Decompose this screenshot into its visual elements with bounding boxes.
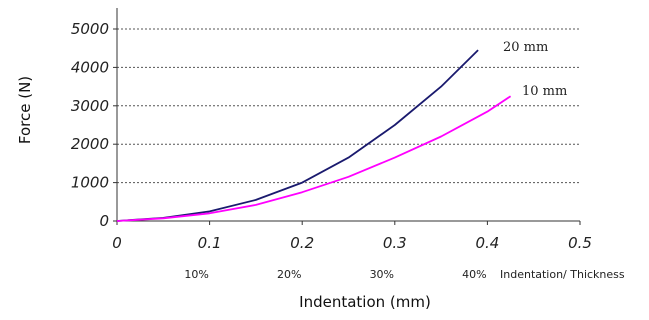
y-ticks: 0 1000 2000 3000 4000 5000 xyxy=(71,20,117,230)
x-ticks: 0 0.1 0.2 0.3 0.4 0.5 xyxy=(112,221,592,252)
grid-lines xyxy=(117,28,580,184)
y-tick-label: 0 xyxy=(99,212,109,230)
y-tick-label: 1000 xyxy=(71,174,109,192)
x-tick-label: 0.2 xyxy=(290,234,314,252)
secondary-tick-label: 40% xyxy=(462,268,486,281)
series-label-10mm: 10 mm xyxy=(522,84,567,99)
x-tick-label: 0.4 xyxy=(475,234,499,252)
series-line-10mm xyxy=(116,95,512,222)
y-tick-label: 3000 xyxy=(71,97,109,115)
x-tick-label: 0.3 xyxy=(383,234,407,252)
x-tick-label: 0.1 xyxy=(198,234,222,252)
y-tick-label: 4000 xyxy=(71,58,109,76)
x-tick-label: 0.5 xyxy=(568,234,592,252)
secondary-axis-label: Indentation/ Thickness xyxy=(500,268,625,281)
y-axis-title: Force (N) xyxy=(16,76,34,144)
y-tick-label: 5000 xyxy=(71,20,109,38)
series-label-20mm: 20 mm xyxy=(503,40,548,55)
secondary-ticks: 10% 20% 30% 40% xyxy=(184,268,486,281)
secondary-tick-label: 20% xyxy=(277,268,301,281)
x-tick-label: 0 xyxy=(112,234,122,252)
secondary-tick-label: 10% xyxy=(184,268,208,281)
x-axis-title: Indentation (mm) xyxy=(299,293,431,311)
secondary-tick-label: 30% xyxy=(370,268,394,281)
series-line-20mm xyxy=(116,49,479,222)
y-tick-label: 2000 xyxy=(71,135,109,153)
series-lines xyxy=(116,49,512,222)
